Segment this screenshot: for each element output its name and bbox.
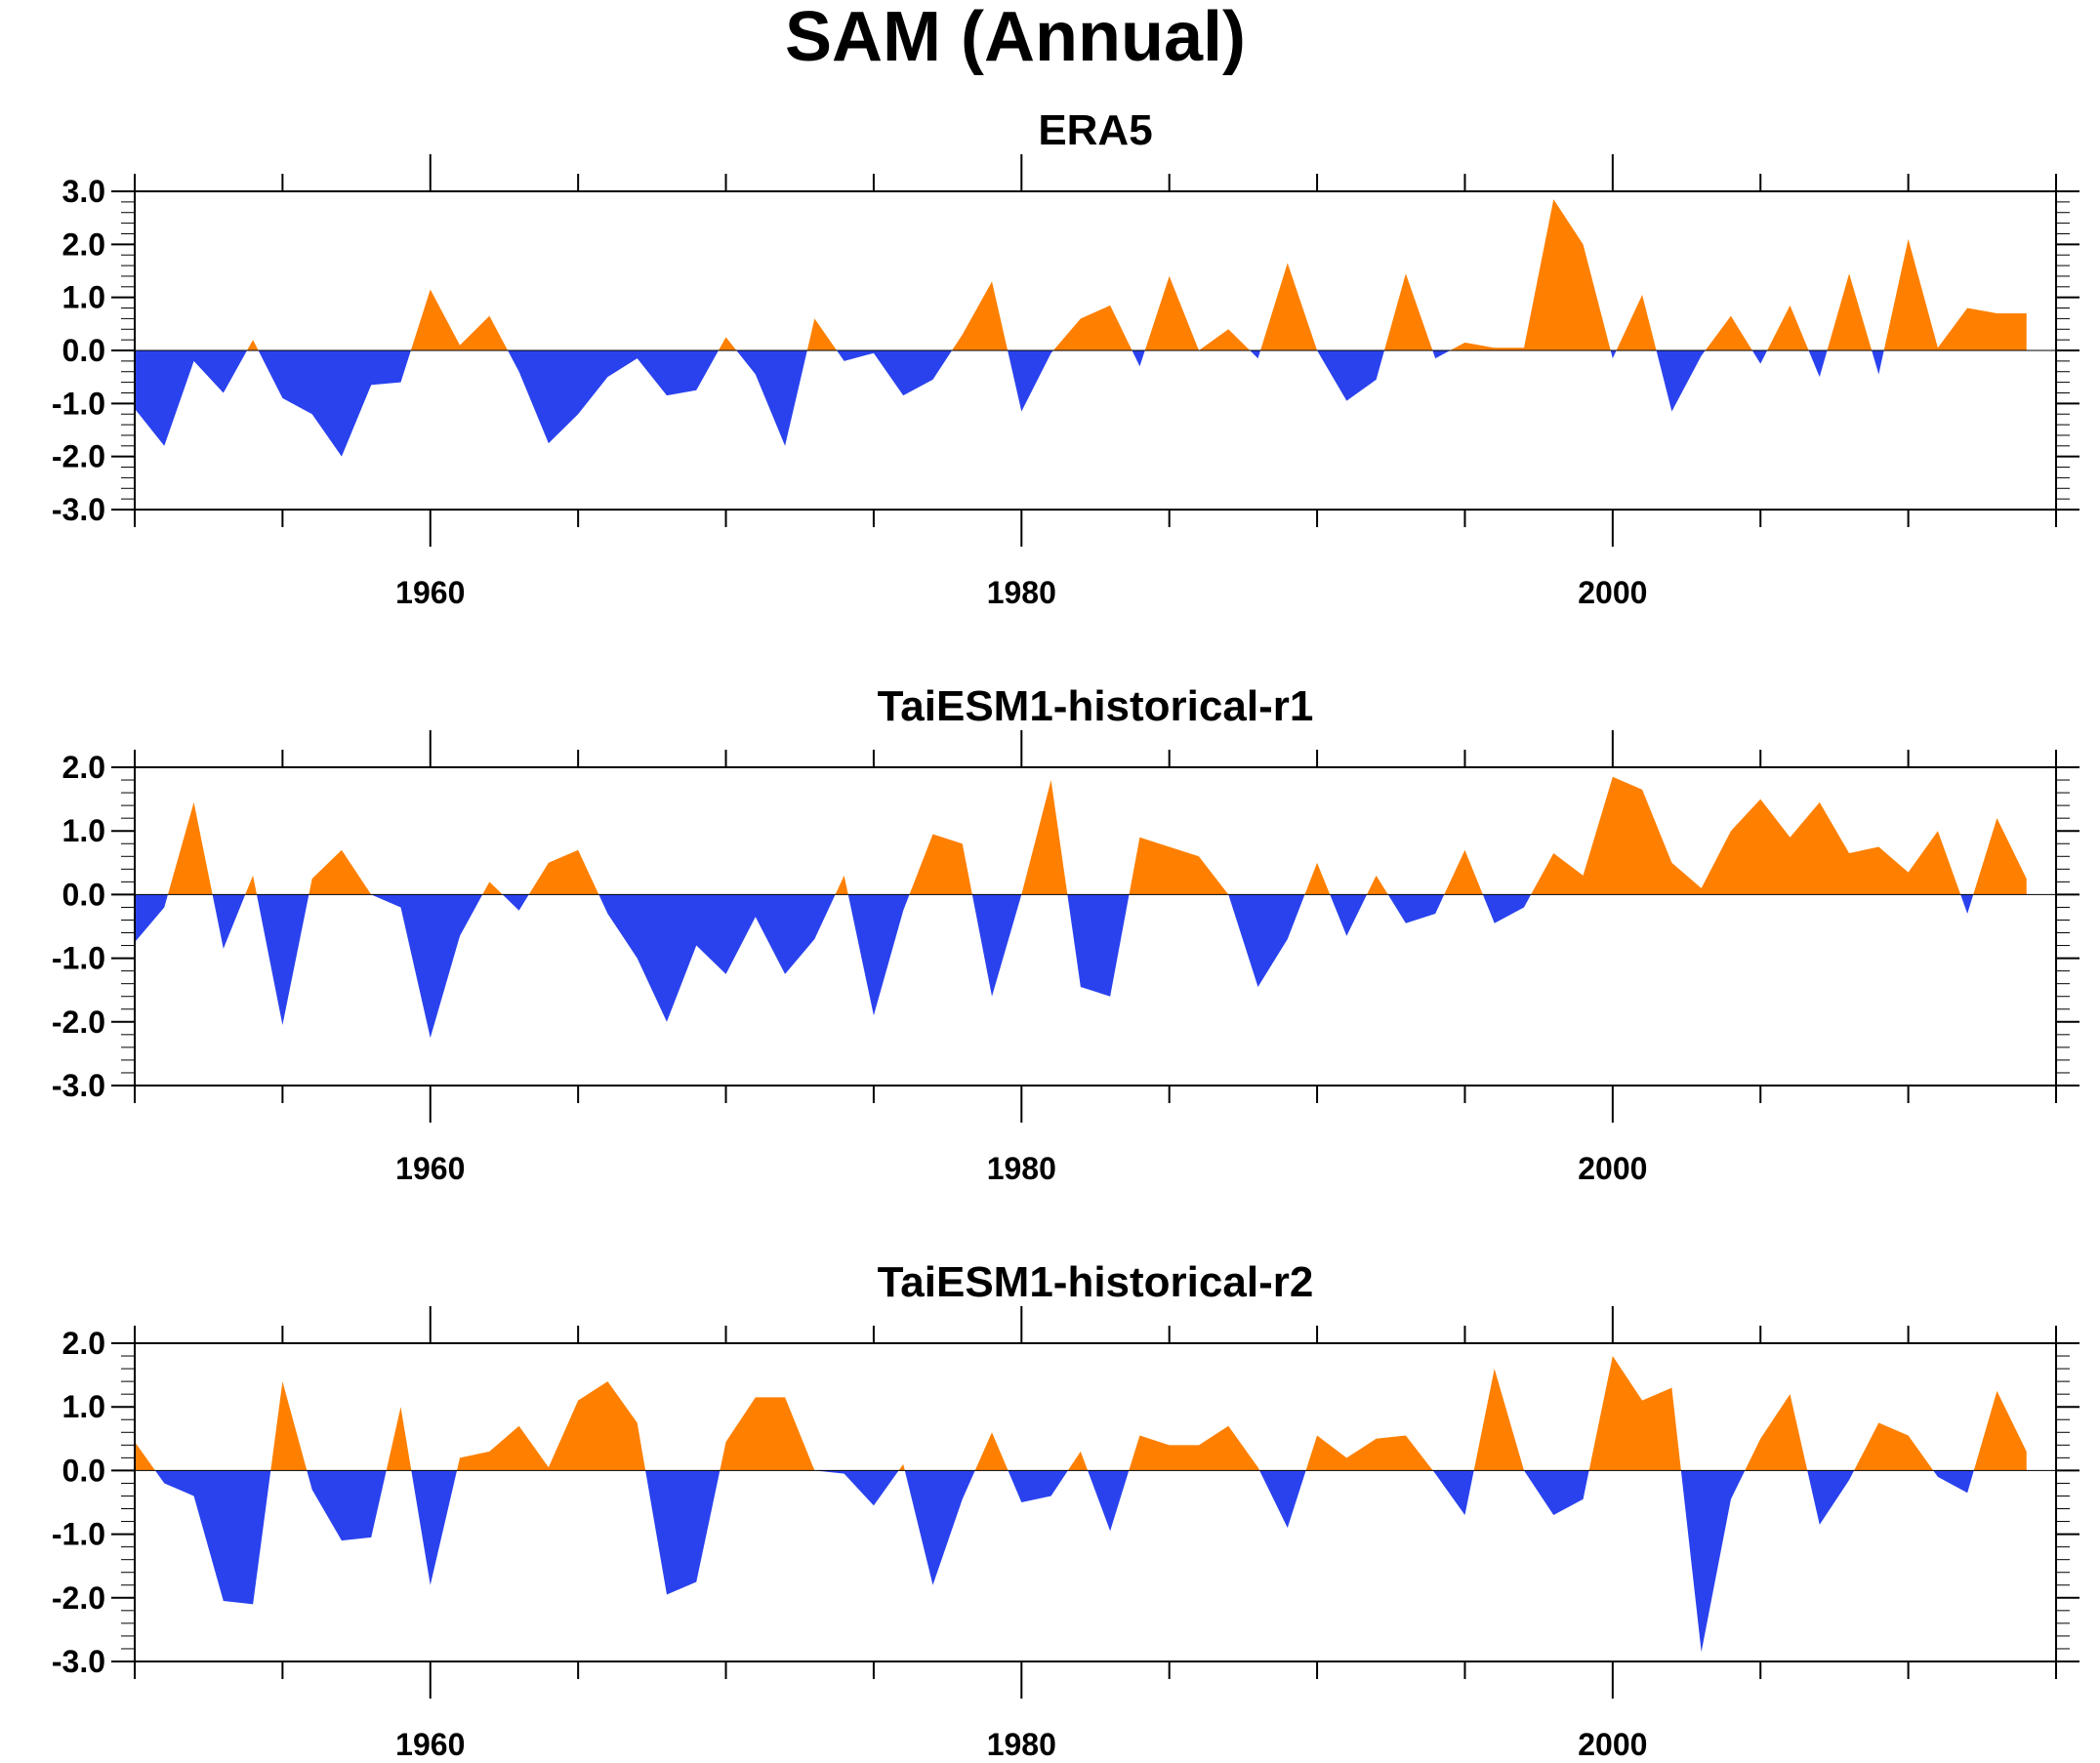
x-tick-label: 1960 <box>395 575 465 610</box>
panel-title: ERA5 <box>1038 106 1152 154</box>
panel-1: ERA5 1960 1980 2000 -3.0 -2.0 -1.0 0.0 1.0 2.0 3.0 <box>52 106 2079 610</box>
x-tick-label: 2000 <box>1578 1151 1647 1186</box>
panel-title: TaiESM1-historical-r2 <box>878 1258 1314 1306</box>
negative-area <box>135 894 2027 1039</box>
x-tick-label: 1960 <box>395 1151 465 1186</box>
positive-area <box>135 199 2027 350</box>
x-tick-label: 1960 <box>395 1727 465 1762</box>
x-tick-label: 2000 <box>1578 575 1647 610</box>
y-tick-label: -3.0 <box>52 492 105 527</box>
y-tick-label: -2.0 <box>52 1580 105 1616</box>
y-tick-label: 1.0 <box>62 280 105 315</box>
y-tick-label: 2.0 <box>62 226 105 262</box>
y-tick-label: 2.0 <box>62 1326 105 1361</box>
y-tick-label: 1.0 <box>62 1389 105 1424</box>
figure-title: SAM (Annual) <box>785 0 1246 76</box>
y-tick-label: -2.0 <box>52 1004 105 1040</box>
x-tick-label: 1980 <box>987 1151 1056 1186</box>
y-tick-label: 0.0 <box>62 333 105 368</box>
y-tick-label: 2.0 <box>62 750 105 785</box>
panel-3: TaiESM1-historical-r2 1960 1980 2000 -3.0 -2.… <box>52 1258 2079 1762</box>
panel-title: TaiESM1-historical-r1 <box>878 682 1314 730</box>
y-tick-label: 0.0 <box>62 877 105 912</box>
y-tick-label: -2.0 <box>52 439 105 474</box>
x-tick-label: 1980 <box>987 1727 1056 1762</box>
x-tick-label: 1980 <box>987 575 1056 610</box>
positive-area <box>135 1356 2027 1471</box>
y-tick-label: -1.0 <box>52 941 105 976</box>
negative-area <box>135 1470 2027 1653</box>
panel-2: TaiESM1-historical-r1 1960 1980 2000 -3.0 -2.… <box>52 682 2079 1186</box>
plot-frame <box>134 766 2057 1086</box>
y-tick-label: -1.0 <box>52 1517 105 1552</box>
y-tick-label: -3.0 <box>52 1068 105 1103</box>
y-tick-label: 0.0 <box>62 1453 105 1488</box>
panels: ERA5 1960 1980 2000 -3.0 -2.0 -1.0 0.0 1.0 2.0 3.0… <box>52 106 2079 1762</box>
y-tick-label: 1.0 <box>62 813 105 848</box>
y-tick-label: -1.0 <box>52 386 105 421</box>
plot-frame <box>134 1342 2057 1662</box>
positive-area <box>135 776 2027 895</box>
negative-area <box>135 350 2027 457</box>
y-tick-label: -3.0 <box>52 1644 105 1679</box>
x-tick-label: 2000 <box>1578 1727 1647 1762</box>
y-tick-label: 3.0 <box>62 174 105 209</box>
